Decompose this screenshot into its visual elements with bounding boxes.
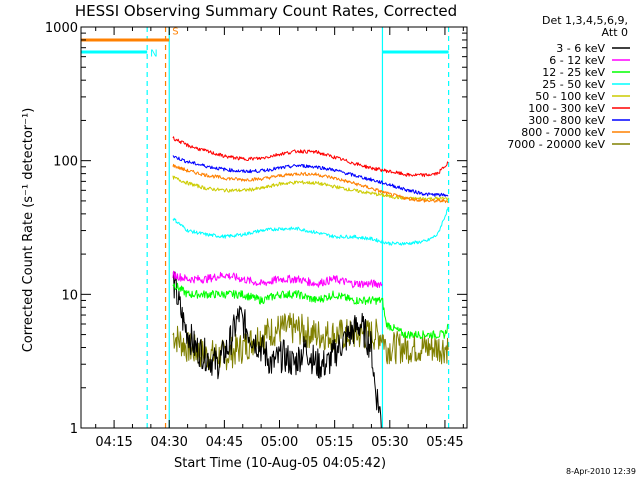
x-tick-label: 05:45: [426, 435, 463, 450]
x-tick-label: 05:00: [261, 435, 298, 450]
legend-label: 6 - 12 keV: [549, 54, 605, 67]
y-tick-label: 1: [70, 422, 78, 437]
series-line: [172, 270, 383, 289]
x-axis-label: Start Time (10-Aug-05 04:05:42): [174, 456, 386, 471]
y-axis-label: Corrected Count Rate (s⁻¹ detector⁻¹): [21, 108, 36, 353]
plot-frame: [80, 26, 468, 429]
legend-label: 800 - 7000 keV: [521, 126, 605, 139]
state-annotation: N: [150, 49, 157, 60]
legend-label: 7000 - 20000 keV: [507, 138, 605, 151]
legend-label: 25 - 50 keV: [542, 78, 605, 91]
state-annotation: S: [172, 26, 178, 37]
legend-header: Det 1,3,4,5,6,9,: [542, 14, 628, 27]
legend-label: 3 - 6 keV: [556, 42, 605, 55]
legend-label: 100 - 300 keV: [528, 102, 605, 115]
chart-title: HESSI Observing Summary Count Rates, Cor…: [75, 2, 457, 20]
series-line: [172, 206, 449, 246]
series-line: [172, 282, 449, 340]
legend-label: 12 - 25 keV: [542, 66, 605, 79]
legend-label: 300 - 800 keV: [528, 114, 605, 127]
x-tick-label: 05:30: [371, 435, 408, 450]
series-line: [172, 136, 449, 178]
y-tick-label: 10: [61, 288, 78, 303]
legend-label: 50 - 100 keV: [535, 90, 605, 103]
x-tick-label: 05:15: [316, 435, 353, 450]
legend-header: Att 0: [602, 26, 628, 39]
series-line: [172, 155, 449, 197]
y-tick-label: 1000: [45, 21, 78, 36]
x-tick-label: 04:45: [206, 435, 243, 450]
series-line: [172, 271, 382, 429]
x-tick-label: 04:15: [95, 435, 132, 450]
footer-timestamp: 8-Apr-2010 12:39: [566, 467, 636, 476]
x-tick-label: 04:30: [150, 435, 187, 450]
series-line: [172, 163, 449, 204]
y-tick-label: 100: [53, 155, 78, 170]
series-line: [172, 312, 449, 371]
